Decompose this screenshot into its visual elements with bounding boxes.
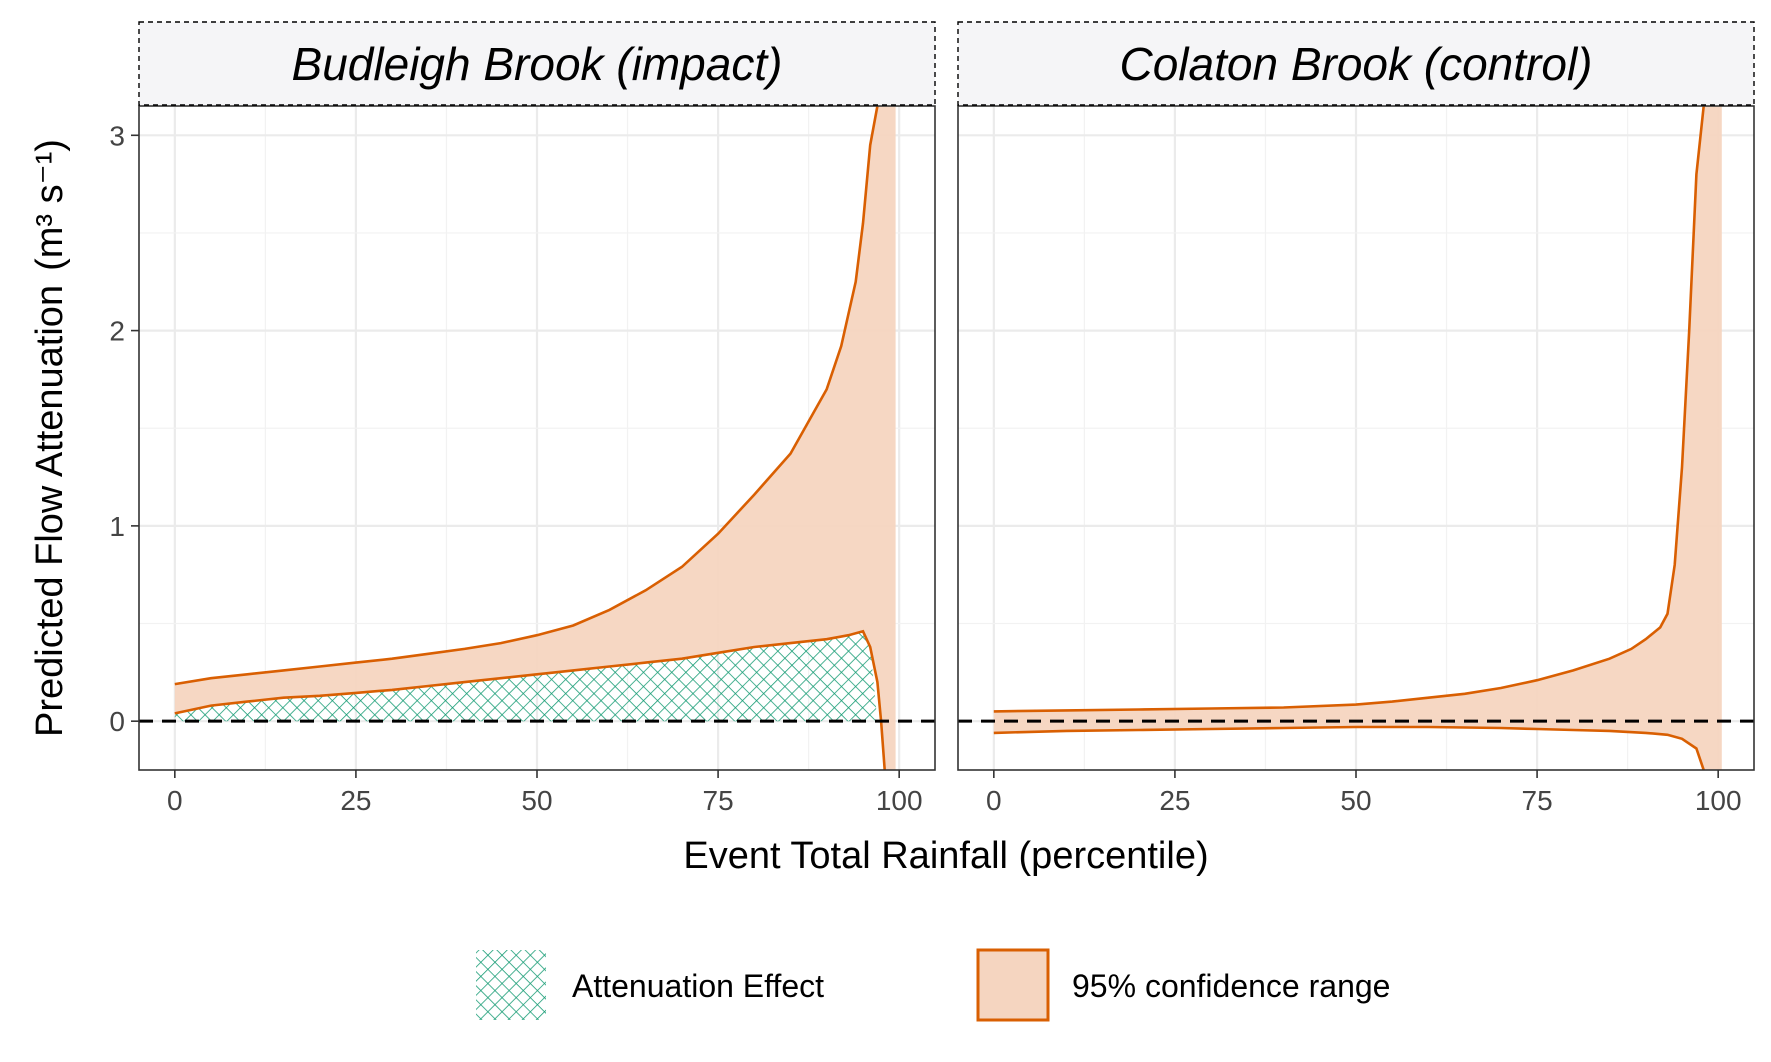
plot-area: [993, 106, 1722, 770]
panel-2: Colaton Brook (control) 0 25 50 75 100: [957, 21, 1755, 816]
panel-1: Budleigh Brook (impact) 0 25 50 75 100 0 1 2 3: [109, 21, 936, 816]
y-axis-label: Predicted Flow Attenuation: [29, 285, 71, 737]
facet-strip: [957, 21, 1755, 106]
y-axis-title: Predicted Flow Attenuation (m³ s⁻¹): [29, 139, 71, 737]
legend-key-hatch: [476, 950, 546, 1020]
x-tick-label: 25: [1159, 785, 1190, 816]
confidence-ribbon: [993, 106, 1722, 770]
legend-item-attenuation-effect: Attenuation Effect: [476, 950, 824, 1020]
x-tick-label: 100: [876, 785, 923, 816]
x-axis-title: Event Total Rainfall (percentile): [683, 835, 1208, 877]
x-tick-label: 75: [703, 785, 734, 816]
facet-strip-title: Colaton Brook (control): [1120, 38, 1593, 90]
legend-key-fill: [976, 948, 1050, 1022]
x-tick-label: 100: [1695, 785, 1742, 816]
x-tick-label: 75: [1522, 785, 1553, 816]
ci-upper-line: [174, 106, 879, 686]
confidence-ribbon: [174, 106, 896, 770]
legend-item-confidence-range: 95% confidence range: [976, 948, 1390, 1022]
legend-label: 95% confidence range: [1072, 968, 1390, 1004]
legend-label: Attenuation Effect: [572, 968, 824, 1004]
y-tick-label: 0: [109, 706, 125, 737]
facet-strip: [138, 21, 936, 106]
ci-upper-line: [993, 106, 1705, 713]
y-tick-label: 2: [109, 316, 125, 347]
y-tick-label: 1: [109, 511, 125, 542]
x-tick-label: 25: [340, 785, 371, 816]
panels-layer: Budleigh Brook (impact) 0 25 50 75 100 0 1 2 3 Col…: [109, 21, 1755, 816]
y-tick-label: 3: [109, 120, 125, 151]
ci-lower-line: [993, 725, 1705, 770]
x-tick-label: 50: [521, 785, 552, 816]
x-tick-label: 50: [1340, 785, 1371, 816]
x-tick-label: 0: [986, 785, 1002, 816]
legend: Attenuation Effect 95% confidence range: [476, 948, 1390, 1022]
facet-strip-title: Budleigh Brook (impact): [292, 38, 783, 90]
x-tick-label: 0: [167, 785, 183, 816]
ci-lower-line: [174, 629, 886, 770]
y-axis-unit: (m³ s⁻¹): [29, 139, 71, 271]
plot-area: [174, 106, 896, 770]
